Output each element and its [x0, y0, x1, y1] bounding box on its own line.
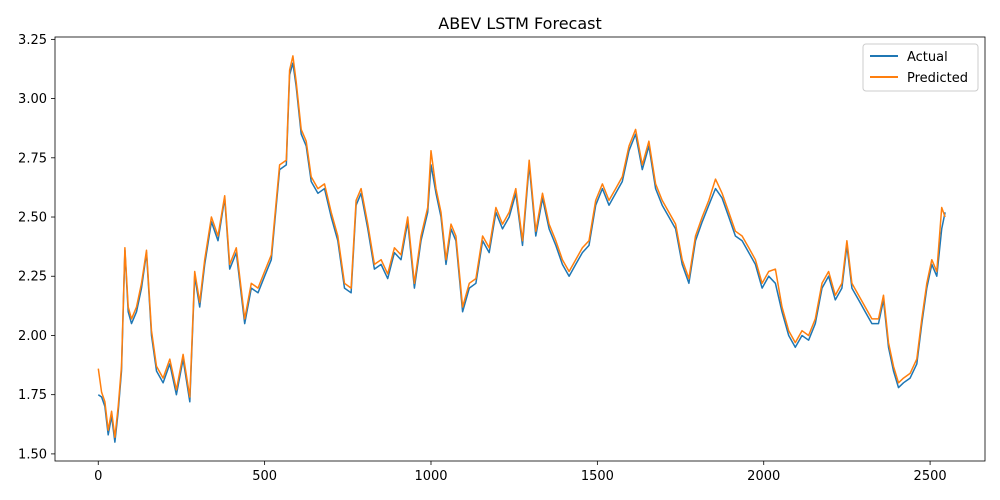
plot-area — [54, 36, 986, 462]
x-axis: 0 500 1000 1500 2000 2500 — [94, 461, 947, 484]
y-tick-label: 2.25 — [18, 270, 47, 285]
y-tick-label: 1.75 — [18, 388, 47, 403]
legend: Actual Predicted — [862, 43, 979, 92]
y-tick-label: 2.00 — [18, 329, 47, 344]
x-tick-label: 2500 — [914, 469, 947, 484]
plot-frame — [54, 36, 986, 462]
y-axis: 1.50 1.75 2.00 2.25 2.50 2.75 3.00 3.25 — [18, 33, 55, 462]
series-line-actual — [97, 62, 946, 443]
y-tick-label: 2.75 — [18, 151, 47, 166]
x-tick-label: 1000 — [414, 469, 447, 484]
series-line-predicted — [97, 55, 946, 439]
x-tick-label: 1500 — [581, 469, 614, 484]
y-tick-label: 3.25 — [18, 33, 47, 48]
x-tick-label: 500 — [252, 469, 277, 484]
y-tick-label: 3.00 — [18, 92, 47, 107]
legend-label-actual: Actual — [907, 50, 948, 65]
x-tick-label: 2000 — [747, 469, 780, 484]
chart-title: ABEV LSTM Forecast — [438, 14, 602, 33]
legend-label-predicted: Predicted — [907, 71, 968, 86]
y-tick-label: 2.50 — [18, 211, 47, 226]
x-tick-label: 0 — [94, 469, 102, 484]
y-tick-label: 1.50 — [18, 447, 47, 462]
